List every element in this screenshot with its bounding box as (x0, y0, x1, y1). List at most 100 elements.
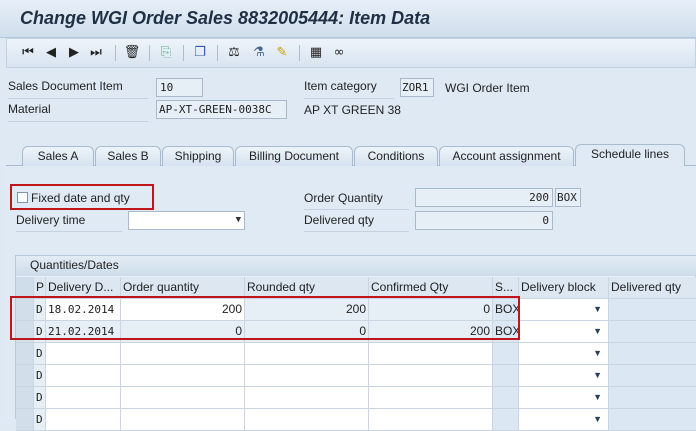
table-cell-order-quantity[interactable] (121, 343, 245, 365)
table-cell-rounded-qty[interactable] (245, 409, 369, 431)
row-selector[interactable] (16, 387, 34, 409)
table-cell-p: D (34, 365, 46, 387)
table-cell-sales-unit (493, 409, 519, 431)
copy-icon[interactable]: ⎘ (160, 45, 172, 60)
column-header-order-quantity[interactable]: Order quantity (121, 277, 245, 299)
row-selector-header (16, 277, 34, 299)
edit-notes-icon[interactable]: ✎ (276, 45, 288, 60)
calculator-icon[interactable]: ▦ (309, 45, 323, 60)
table-cell-delivery-date[interactable]: 18.02.2014 (46, 299, 121, 321)
table-cell-confirmed-qty[interactable] (369, 343, 493, 365)
delivered-qty-label: Delivered qty (304, 213, 409, 232)
delivery-time-dropdown[interactable]: ▼ (128, 211, 245, 230)
chevron-down-icon[interactable]: ▼ (593, 326, 602, 336)
item-category-field[interactable]: ZOR1 (400, 78, 434, 97)
tab-sales-a[interactable]: Sales A (22, 146, 94, 166)
table-cell-delivered-qty[interactable] (609, 321, 696, 343)
column-header-delivery-block[interactable]: Delivery block (519, 277, 609, 299)
table-cell-p: D (34, 387, 46, 409)
table-cell-delivered-qty[interactable] (609, 299, 696, 321)
status-icon[interactable]: ⚖ (228, 45, 240, 60)
item-category-text: WGI Order Item (445, 81, 530, 95)
material-field[interactable]: AP-XT-GREEN-0038C (156, 100, 287, 119)
table-cell-delivered-qty[interactable] (609, 409, 696, 431)
tab-shipping[interactable]: Shipping (162, 146, 234, 166)
column-header-delivery-date[interactable]: Delivery D... (46, 277, 121, 299)
chevron-down-icon[interactable]: ▼ (593, 348, 602, 358)
table-cell-confirmed-qty[interactable] (369, 409, 493, 431)
table-cell-rounded-qty[interactable]: 0 (245, 321, 369, 343)
table-cell-delivery-block[interactable]: ▼ (519, 365, 609, 387)
last-page-icon[interactable]: ⏭ (90, 45, 102, 60)
first-page-icon[interactable]: ⏮ (22, 45, 34, 60)
table-cell-rounded-qty[interactable] (245, 365, 369, 387)
column-header-p[interactable]: P (34, 277, 46, 299)
table-cell-delivery-date[interactable] (46, 387, 121, 409)
page-title: Change WGI Order Sales 8832005444: Item … (20, 8, 431, 28)
highlight-box (10, 184, 154, 210)
table-cell-order-quantity[interactable] (121, 387, 245, 409)
tab-schedule-lines[interactable]: Schedule lines (575, 144, 685, 166)
table-cell-order-quantity[interactable]: 0 (121, 321, 245, 343)
table-cell-confirmed-qty[interactable] (369, 365, 493, 387)
table-cell-rounded-qty[interactable]: 200 (245, 299, 369, 321)
order-quantity-field[interactable]: 200 (415, 188, 553, 207)
table-cell-delivery-date[interactable] (46, 365, 121, 387)
delete-icon[interactable]: 🗑 (123, 45, 141, 60)
item-category-label: Item category (304, 79, 394, 99)
table-cell-rounded-qty[interactable] (245, 387, 369, 409)
item-label: Sales Document Item (8, 79, 148, 99)
table-cell-order-quantity[interactable] (121, 409, 245, 431)
chevron-down-icon[interactable]: ▼ (593, 304, 602, 314)
column-header-sales-unit[interactable]: S... (493, 277, 519, 299)
material-text: AP XT GREEN 38 (304, 103, 401, 117)
tab-conditions[interactable]: Conditions (354, 146, 438, 166)
table-cell-delivery-block[interactable]: ▼ (519, 343, 609, 365)
chevron-down-icon[interactable]: ▼ (593, 414, 602, 424)
column-header-delivered-qty[interactable]: Delivered qty (609, 277, 696, 299)
tab-billing-document[interactable]: Billing Document (235, 146, 353, 166)
table-cell-delivery-block[interactable]: ▼ (519, 321, 609, 343)
table-cell-rounded-qty[interactable] (245, 343, 369, 365)
tab-account-assignment[interactable]: Account assignment (439, 146, 574, 166)
table-cell-confirmed-qty[interactable]: 0 (369, 299, 493, 321)
tab-sales-b[interactable]: Sales B (95, 146, 161, 166)
row-selector[interactable] (16, 299, 34, 321)
table-cell-delivery-block[interactable]: ▼ (519, 409, 609, 431)
glasses-icon[interactable]: ∞ (333, 45, 345, 60)
next-page-icon[interactable]: ▶ (69, 45, 79, 60)
row-selector[interactable] (16, 409, 34, 431)
table-cell-delivery-date[interactable] (46, 343, 121, 365)
display-document-icon[interactable]: ❐ (194, 45, 206, 60)
delivery-time-label: Delivery time (16, 213, 122, 232)
fixed-date-checkbox[interactable] (17, 192, 28, 203)
table-cell-delivered-qty[interactable] (609, 343, 696, 365)
table-cell-delivered-qty[interactable] (609, 387, 696, 409)
table-cell-delivery-block[interactable]: ▼ (519, 299, 609, 321)
column-header-confirmed-qty[interactable]: Confirmed Qty (369, 277, 493, 299)
order-quantity-unit[interactable]: BOX (555, 188, 581, 207)
row-selector[interactable] (16, 365, 34, 387)
table-cell-confirmed-qty[interactable]: 200 (369, 321, 493, 343)
application-toolbar: ⏮ ◀ ▶ ⏭ 🗑 ⎘ ❐ ⚖ ⚗ ✎ ▦ ∞ (6, 38, 696, 68)
row-selector[interactable] (16, 321, 34, 343)
table-cell-delivered-qty[interactable] (609, 365, 696, 387)
table-cell-delivery-block[interactable]: ▼ (519, 387, 609, 409)
table-cell-sales-unit: BOX (493, 299, 519, 321)
row-selector[interactable] (16, 343, 34, 365)
chevron-down-icon[interactable]: ▼ (593, 392, 602, 402)
table-cell-confirmed-qty[interactable] (369, 387, 493, 409)
column-header-rounded-qty[interactable]: Rounded qty (245, 277, 369, 299)
configuration-icon[interactable]: ⚗ (253, 45, 265, 60)
item-field[interactable]: 10 (156, 78, 203, 97)
table-cell-delivery-date[interactable] (46, 409, 121, 431)
table-cell-order-quantity[interactable] (121, 365, 245, 387)
previous-page-icon[interactable]: ◀ (46, 45, 56, 60)
fixed-date-label: Fixed date and qty (31, 191, 130, 205)
delivered-qty-field[interactable]: 0 (415, 211, 553, 230)
table-cell-delivery-date[interactable]: 21.02.2014 (46, 321, 121, 343)
title-bar: Change WGI Order Sales 8832005444: Item … (0, 0, 696, 38)
table-cell-order-quantity[interactable]: 200 (121, 299, 245, 321)
chevron-down-icon[interactable]: ▼ (593, 370, 602, 380)
order-quantity-label: Order Quantity (304, 191, 409, 210)
